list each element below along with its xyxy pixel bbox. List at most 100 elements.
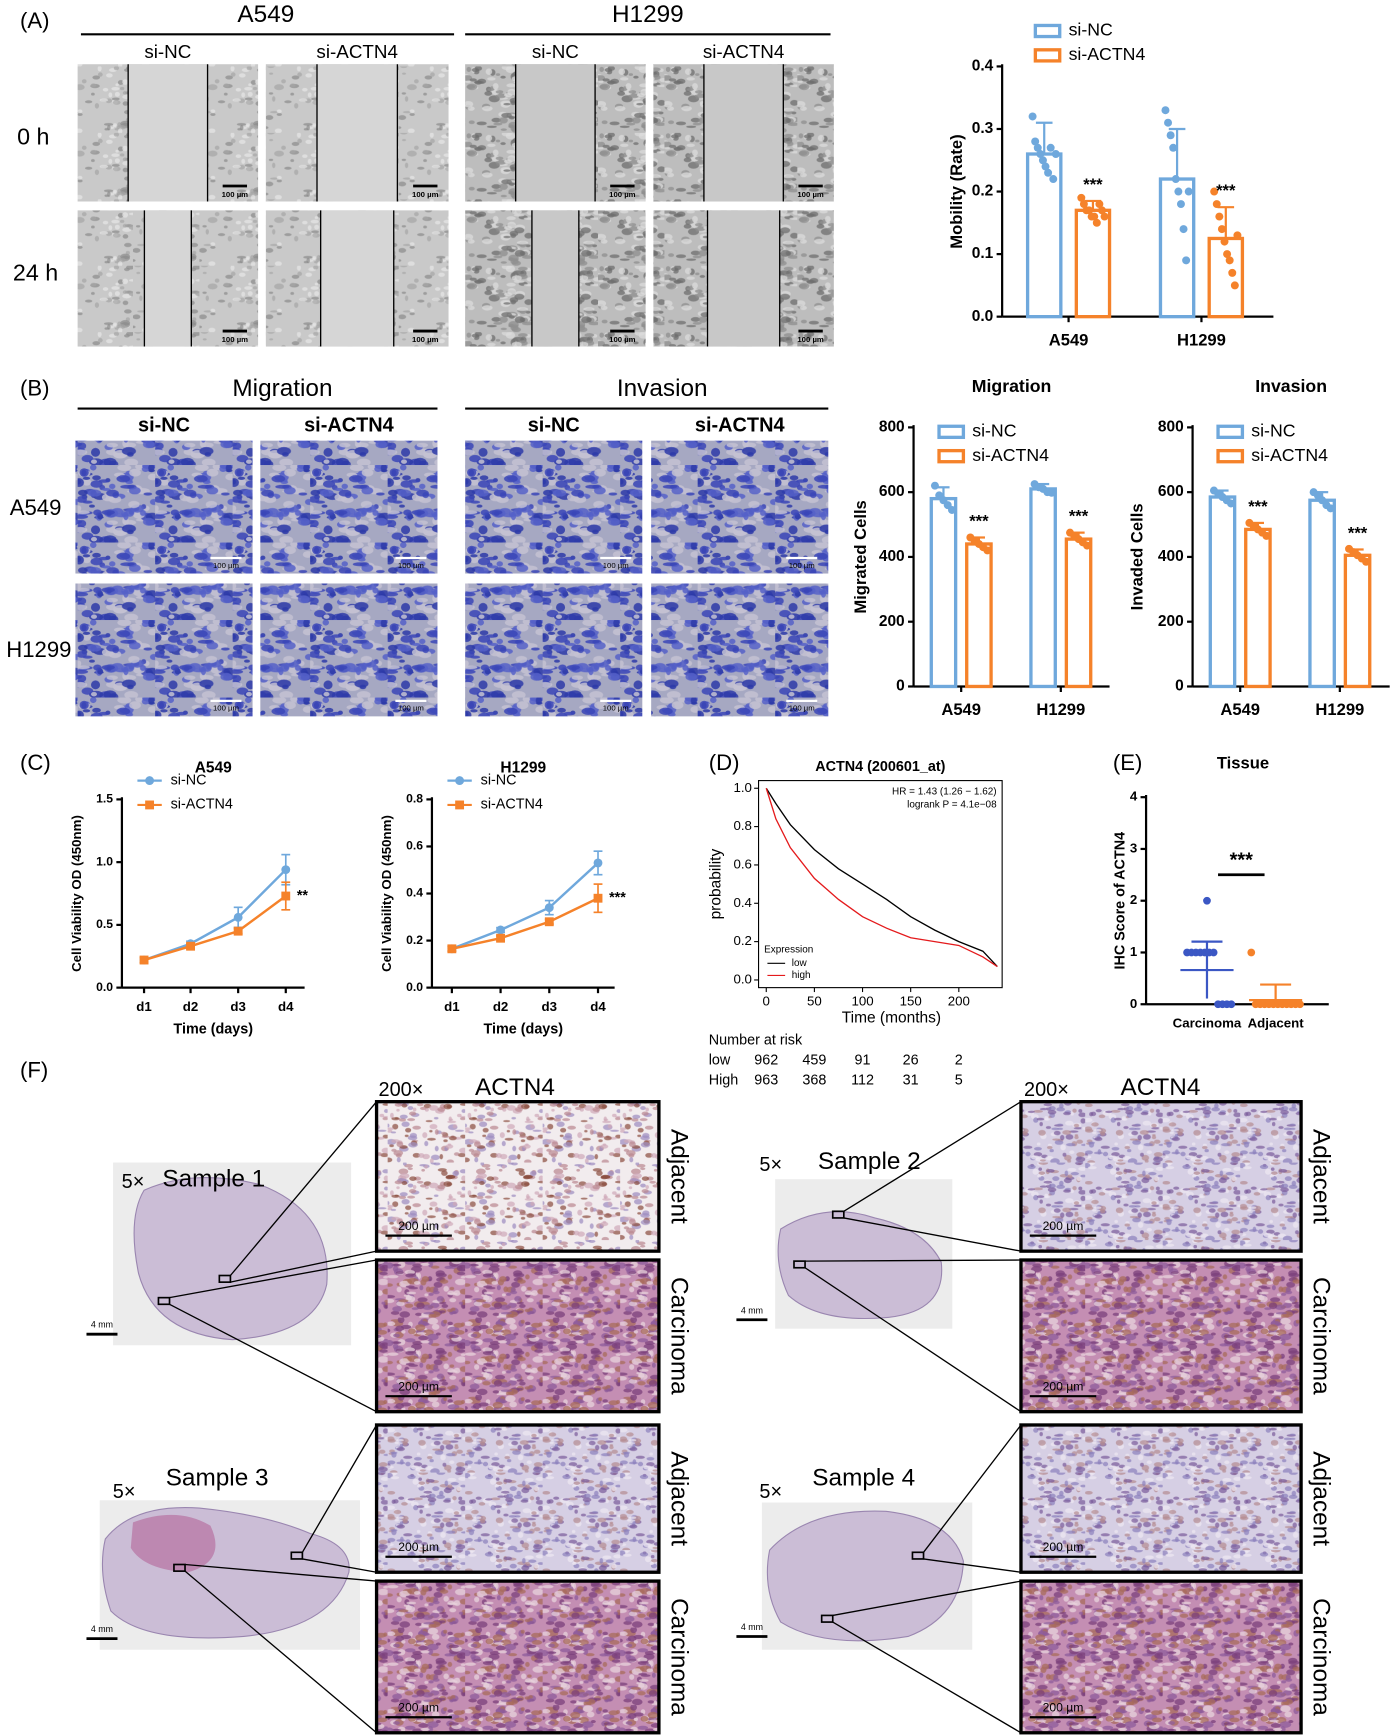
tissue-label: Carcinoma <box>1307 1277 1334 1395</box>
data-point <box>1092 218 1101 227</box>
group-label: si-ACTN4 <box>316 41 398 62</box>
y-tick-label: 0.8 <box>406 792 423 806</box>
data-point <box>281 891 291 901</box>
bar <box>965 542 993 689</box>
magnification: 5× <box>122 1171 145 1193</box>
zoom-connector <box>229 1101 378 1276</box>
significance: *** <box>1069 507 1089 526</box>
scale-label: 100 µm <box>222 190 249 199</box>
legend-label: low <box>792 958 808 969</box>
x-axis-label: Time (months) <box>842 1010 941 1027</box>
data-point <box>1228 268 1237 277</box>
x-tick-label: A549 <box>941 700 981 719</box>
magnification: 5× <box>759 1154 782 1176</box>
data-point <box>1041 162 1050 171</box>
data-point <box>1031 137 1040 146</box>
annotation: HR = 1.43 (1.26 − 1.62) <box>892 786 997 797</box>
micrograph <box>260 583 438 717</box>
y-tick-label: 2 <box>1130 892 1137 907</box>
bar <box>1064 537 1093 689</box>
x-tick-label: A549 <box>1049 330 1089 349</box>
legend-label: si-ACTN4 <box>1069 44 1146 64</box>
significance: *** <box>1216 181 1236 200</box>
y-tick-label: 0.2 <box>733 933 751 948</box>
data-point <box>1217 225 1226 234</box>
scale-label: 100 µm <box>797 190 824 199</box>
y-tick-label: 0.4 <box>972 58 994 75</box>
y-tick-label: 0.4 <box>733 895 751 910</box>
y-tick-label: 0.6 <box>406 839 423 853</box>
data-point <box>1049 175 1058 184</box>
data-point <box>233 912 243 922</box>
data-point <box>1028 112 1037 121</box>
stain-label: ACTN4 <box>475 1074 555 1101</box>
axis-label: Mobility (Rate) <box>947 134 966 248</box>
header: Migration <box>232 375 332 402</box>
risk-row-label: low <box>709 1053 731 1069</box>
data-point <box>1090 212 1099 221</box>
axis-label: Invaded Cells <box>1128 503 1147 610</box>
y-tick-label: 0.0 <box>406 980 423 994</box>
x-tick-label: 50 <box>807 994 822 1009</box>
x-tick-label: A549 <box>1220 700 1260 719</box>
scale-label: 4 mm <box>741 1622 763 1632</box>
bar <box>1308 498 1336 689</box>
zoom-connector <box>169 1259 377 1299</box>
panel-label: (E) <box>1113 750 1143 775</box>
data-point <box>1184 187 1193 196</box>
magnification: 5× <box>113 1481 136 1503</box>
data-point <box>139 955 149 965</box>
row-label: 0 h <box>17 124 49 150</box>
wound <box>531 210 579 347</box>
zoom-connector <box>184 1570 377 1734</box>
wound <box>515 64 596 202</box>
legend-label: si-NC <box>171 772 207 788</box>
data-point <box>1227 1000 1236 1009</box>
chart-title: ACTN4 (200601_at) <box>815 759 945 775</box>
roi-box <box>290 1551 304 1560</box>
data-point <box>1326 504 1335 513</box>
ihc-zoom <box>1019 1423 1303 1574</box>
panel-label: (B) <box>20 376 50 401</box>
micrograph <box>260 440 438 574</box>
risk-value: 91 <box>855 1053 871 1069</box>
zoom-connector <box>302 1558 377 1573</box>
x-tick-label: 0 <box>763 994 770 1009</box>
data-point <box>1077 193 1086 202</box>
roi-box <box>831 1210 845 1219</box>
scale-label: 200 µm <box>1043 1701 1084 1715</box>
sample-label: Sample 2 <box>818 1148 921 1175</box>
series-line <box>451 862 599 950</box>
data-point <box>1161 106 1170 115</box>
series-line <box>143 895 287 962</box>
scale-label: 4 mm <box>741 1305 763 1315</box>
row-label: H1299 <box>6 637 71 662</box>
tissue-label: Carcinoma <box>665 1277 692 1395</box>
legend-marker <box>455 776 465 786</box>
legend-swatch <box>937 448 966 464</box>
data-point <box>1164 118 1173 127</box>
roi-box <box>173 1563 186 1572</box>
data-point <box>1262 531 1271 540</box>
scale-label: 200 µm <box>398 1701 439 1715</box>
data-point <box>1100 212 1109 221</box>
zoom-connector <box>923 1558 1022 1573</box>
ihc-zoom <box>1019 1258 1303 1414</box>
tissue-label: Adjacent <box>665 1451 692 1546</box>
x-tick-label: Adjacent <box>1248 1016 1305 1031</box>
survival-curve <box>765 788 998 968</box>
x-tick-label: 200 <box>948 994 970 1009</box>
survival-curve <box>765 787 998 967</box>
scale-label: 100 µm <box>213 561 239 570</box>
wound <box>144 210 192 347</box>
wound <box>317 64 398 202</box>
row-label: 24 h <box>13 260 58 286</box>
data-point <box>1085 206 1094 215</box>
data-point <box>1179 225 1188 234</box>
data-point <box>983 546 992 555</box>
significance: ** <box>297 888 309 904</box>
risk-row-label: High <box>709 1072 739 1088</box>
x-tick-label: 150 <box>900 994 922 1009</box>
bar <box>1244 527 1272 689</box>
significance: *** <box>969 511 989 530</box>
